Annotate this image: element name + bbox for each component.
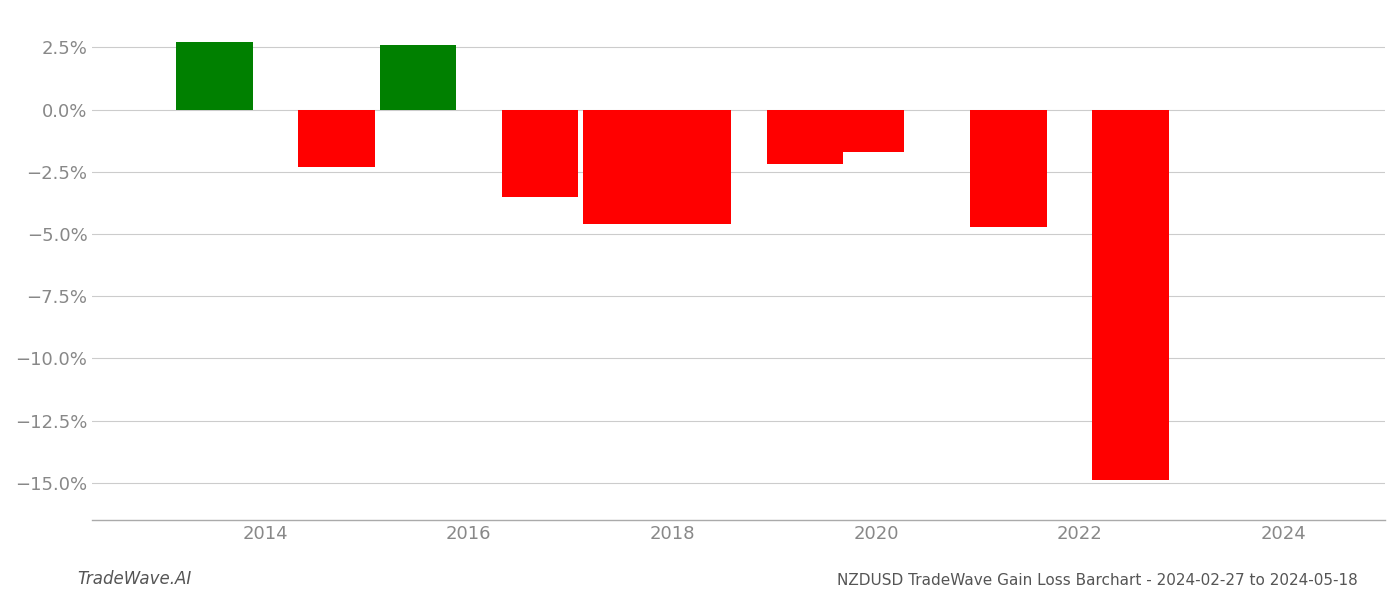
- Bar: [298, 110, 375, 167]
- Bar: [827, 110, 904, 152]
- Bar: [379, 45, 456, 110]
- Bar: [176, 43, 252, 110]
- Text: TradeWave.AI: TradeWave.AI: [77, 570, 192, 588]
- Bar: [655, 110, 731, 224]
- Bar: [1092, 110, 1169, 481]
- Bar: [767, 110, 843, 164]
- Bar: [970, 110, 1047, 227]
- Bar: [503, 110, 578, 197]
- Text: NZDUSD TradeWave Gain Loss Barchart - 2024-02-27 to 2024-05-18: NZDUSD TradeWave Gain Loss Barchart - 20…: [837, 573, 1358, 588]
- Bar: [584, 110, 659, 224]
